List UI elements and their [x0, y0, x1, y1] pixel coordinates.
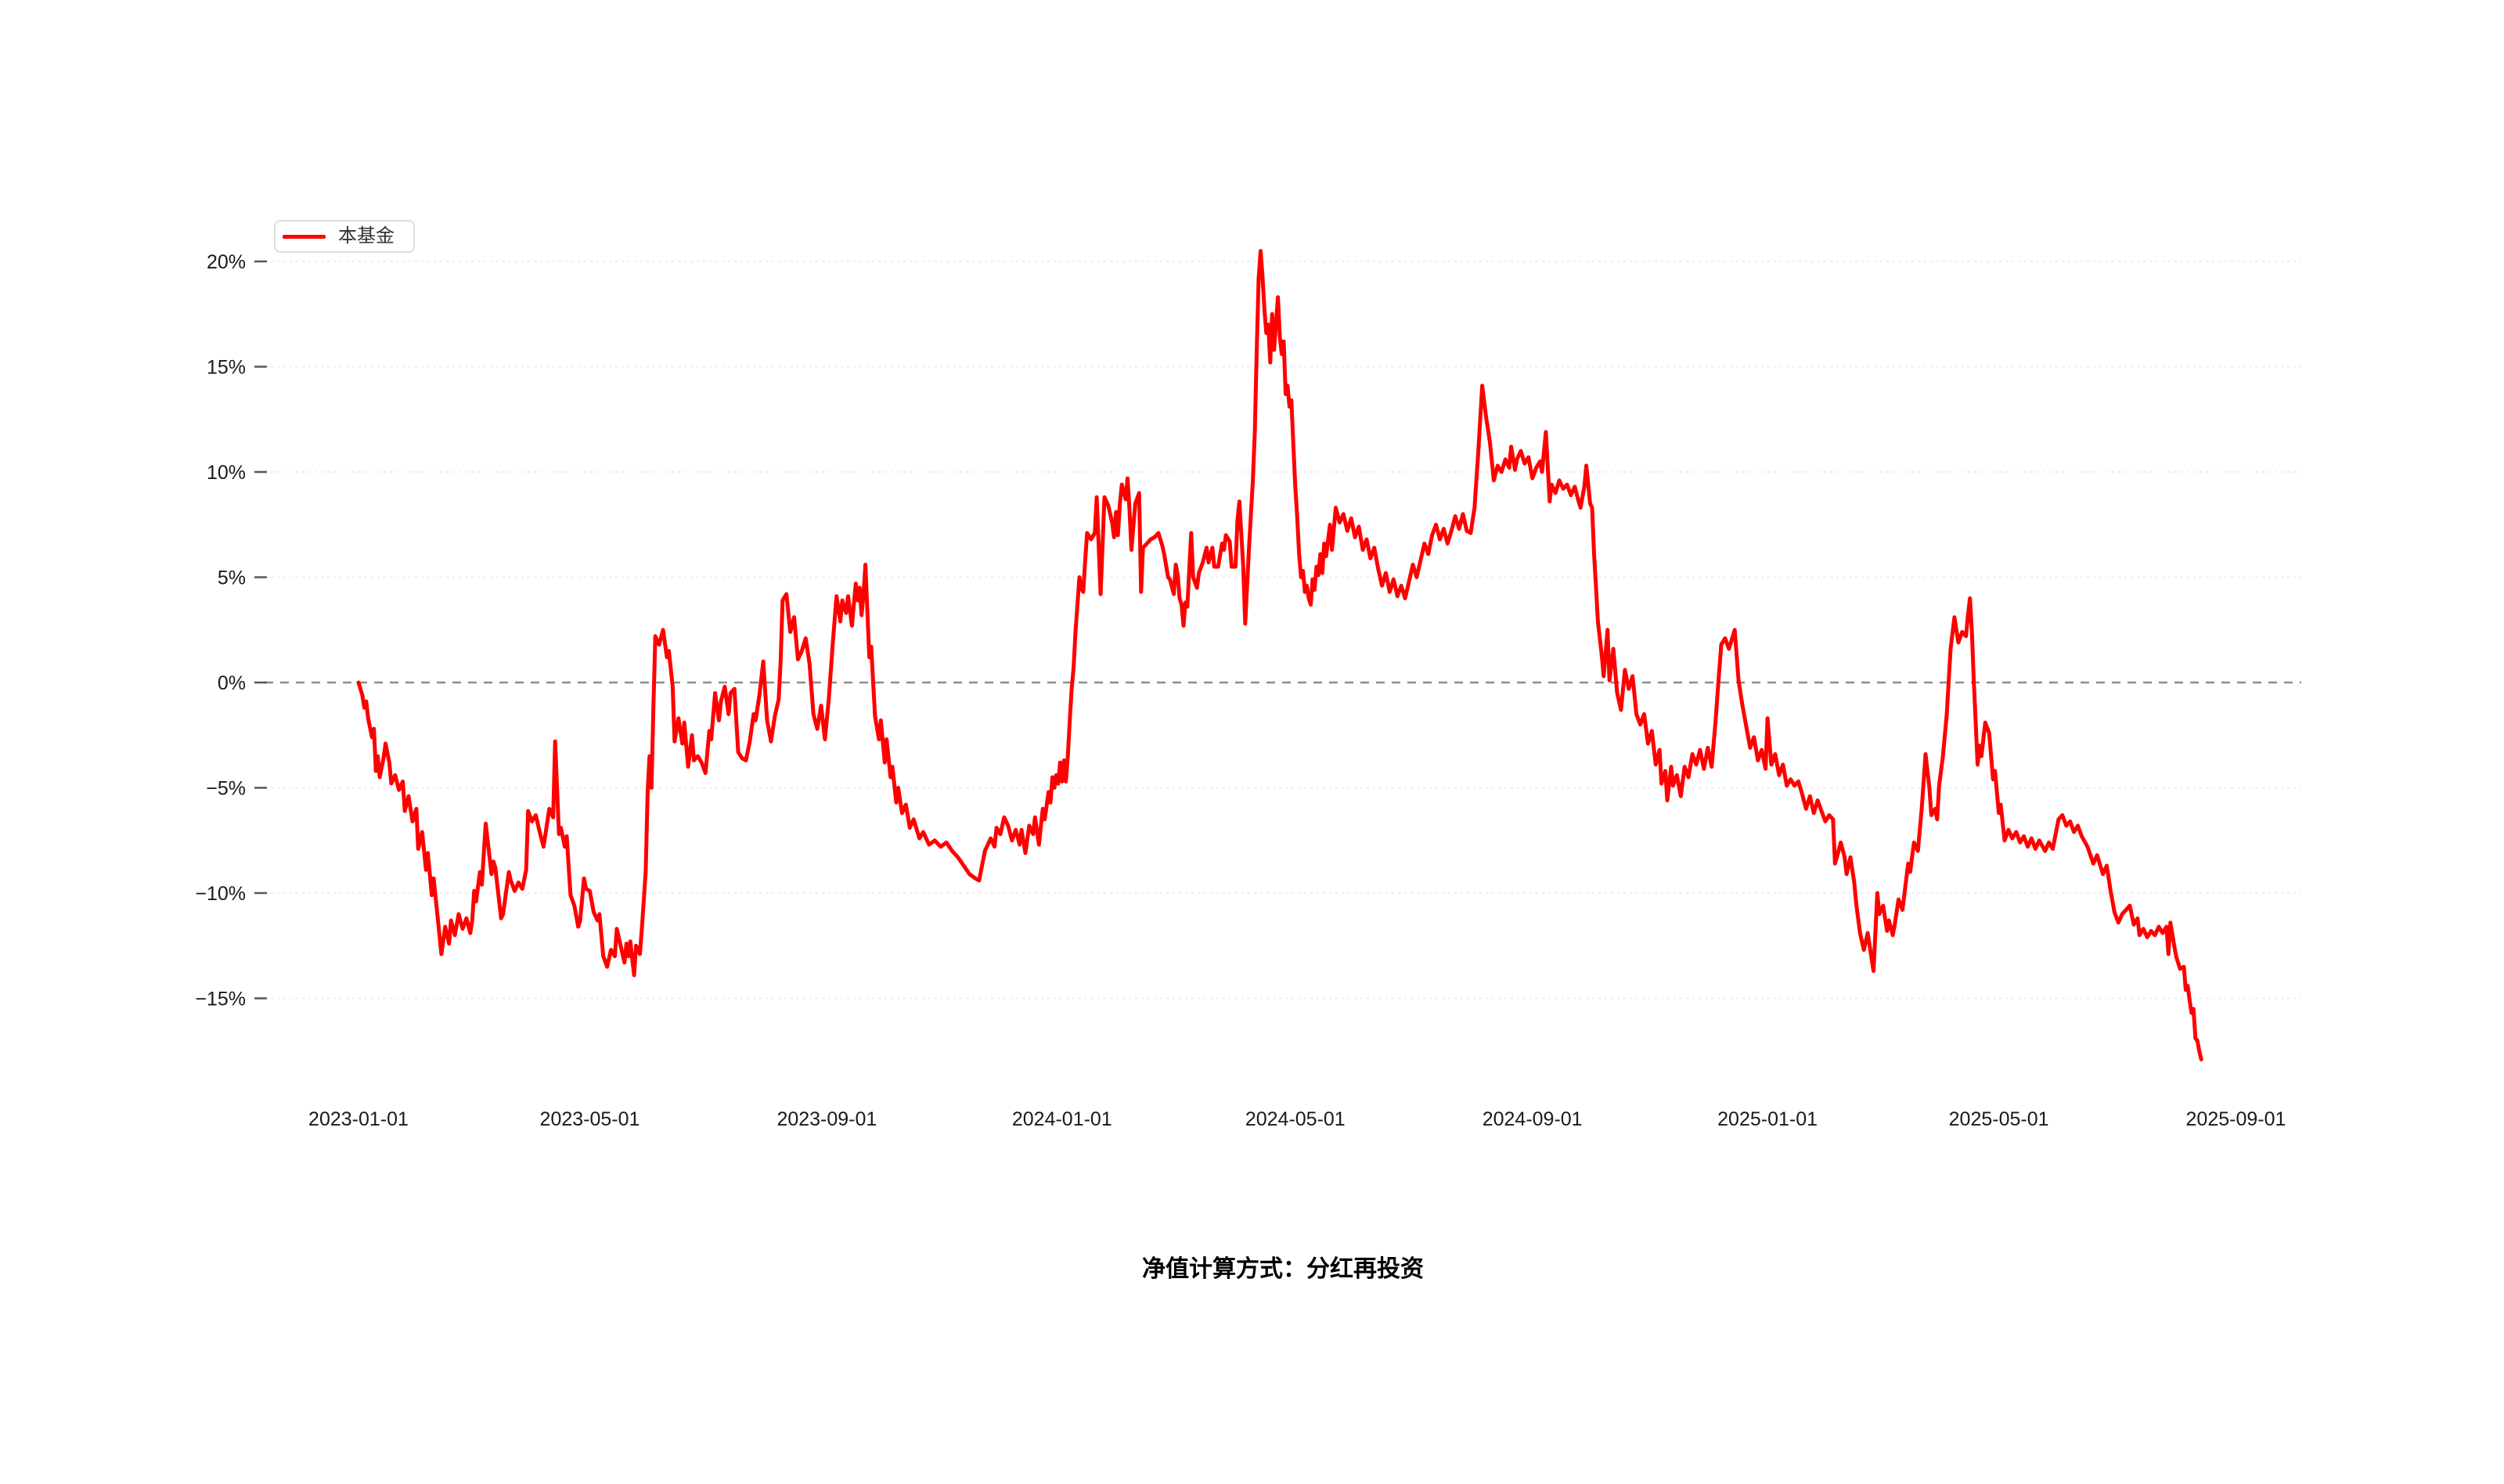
x-axis-tick-label: 2023-05-01 — [540, 1108, 640, 1130]
legend-line-swatch — [283, 234, 326, 239]
y-axis-tick-label: 15% — [207, 357, 246, 379]
x-axis-tick-label: 2023-09-01 — [776, 1108, 877, 1130]
y-axis-tick-label: 20% — [207, 251, 246, 273]
legend-label: 本基金 — [338, 225, 395, 247]
series-line-fund — [356, 249, 2203, 1061]
x-axis-tick-label: 2024-05-01 — [1245, 1108, 1346, 1130]
x-axis-tick-label: 2024-09-01 — [1483, 1108, 1583, 1130]
y-axis-tick-label: −15% — [195, 989, 246, 1010]
x-axis-tick-label: 2023-01-01 — [308, 1108, 409, 1130]
nav-calculation-caption: 净值计算方式：分红再投资 — [1142, 1256, 1424, 1282]
legend-box[interactable]: 本基金 — [274, 220, 415, 253]
y-axis-tick-label: 10% — [207, 462, 246, 484]
y-axis-tick-label: −5% — [206, 778, 246, 800]
x-axis-tick-label: 2025-01-01 — [1717, 1108, 1818, 1130]
y-axis-tick-label: 5% — [218, 567, 246, 589]
x-axis-tick-label: 2024-01-01 — [1012, 1108, 1112, 1130]
x-axis-tick-label: 2025-09-01 — [2186, 1108, 2286, 1130]
y-axis-tick-label: −10% — [195, 883, 246, 905]
x-axis-tick-label: 2025-05-01 — [1949, 1108, 2049, 1130]
y-axis-tick-label: 0% — [218, 672, 246, 694]
